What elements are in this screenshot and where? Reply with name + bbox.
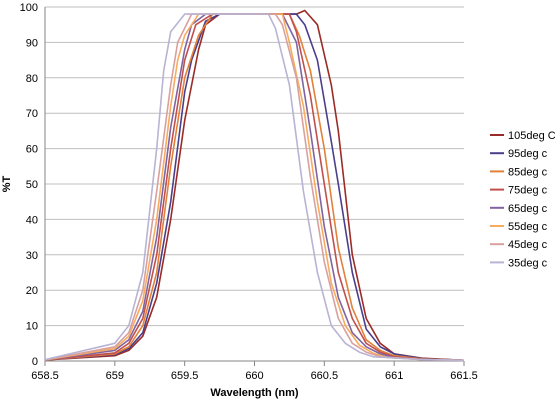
tick-labels: 0 10 20 30 40 50 60 70 80 90 100 658.5 659 659.5 660 66… xyxy=(20,2,478,382)
series-line-3 xyxy=(44,13,465,362)
legend-label: 65deg c xyxy=(508,203,548,215)
y-tick-label: 0 xyxy=(32,356,38,368)
series-line-1 xyxy=(44,13,465,362)
y-axis-title: %T xyxy=(1,175,13,192)
legend-label: 95deg c xyxy=(508,148,548,160)
x-tick-label: 660.5 xyxy=(311,370,339,382)
legend: 105deg C 95deg c 85deg c 75deg c 65deg c 55de… xyxy=(490,130,555,269)
series-line-0 xyxy=(44,9,465,362)
x-tick-label: 659.5 xyxy=(171,370,199,382)
x-tick-label: 659 xyxy=(106,370,124,382)
legend-label: 35deg c xyxy=(508,257,548,269)
legend-label: 75deg c xyxy=(508,185,548,197)
x-tick-label: 661.5 xyxy=(450,370,478,382)
y-tick-label: 50 xyxy=(26,179,38,191)
series-line-7 xyxy=(44,13,465,362)
series-line-2 xyxy=(44,13,465,362)
y-tick-label: 70 xyxy=(26,108,38,120)
x-tick-label: 658.5 xyxy=(31,370,59,382)
y-tick-label: 60 xyxy=(26,144,38,156)
legend-label: 55deg c xyxy=(508,221,548,233)
legend-label: 105deg C xyxy=(508,130,555,142)
y-tick-label: 90 xyxy=(26,37,38,49)
series-lines xyxy=(44,9,465,362)
legend-label: 45deg c xyxy=(508,239,548,251)
x-tick-label: 661 xyxy=(385,370,403,382)
y-tick-label: 20 xyxy=(26,285,38,297)
y-tick-label: 30 xyxy=(26,250,38,262)
x-tick-label: 660 xyxy=(245,370,263,382)
y-tick-label: 10 xyxy=(26,321,38,333)
series-line-4 xyxy=(44,13,465,362)
legend-label: 85deg c xyxy=(508,166,548,178)
series-line-6 xyxy=(44,13,465,362)
y-tick-label: 80 xyxy=(26,73,38,85)
y-tick-label: 100 xyxy=(20,2,38,14)
series-line-5 xyxy=(44,13,465,362)
axes xyxy=(44,7,465,366)
grid-lines xyxy=(45,6,464,327)
x-axis-title: Wavelength (nm) xyxy=(210,387,299,399)
y-tick-label: 40 xyxy=(26,214,38,226)
